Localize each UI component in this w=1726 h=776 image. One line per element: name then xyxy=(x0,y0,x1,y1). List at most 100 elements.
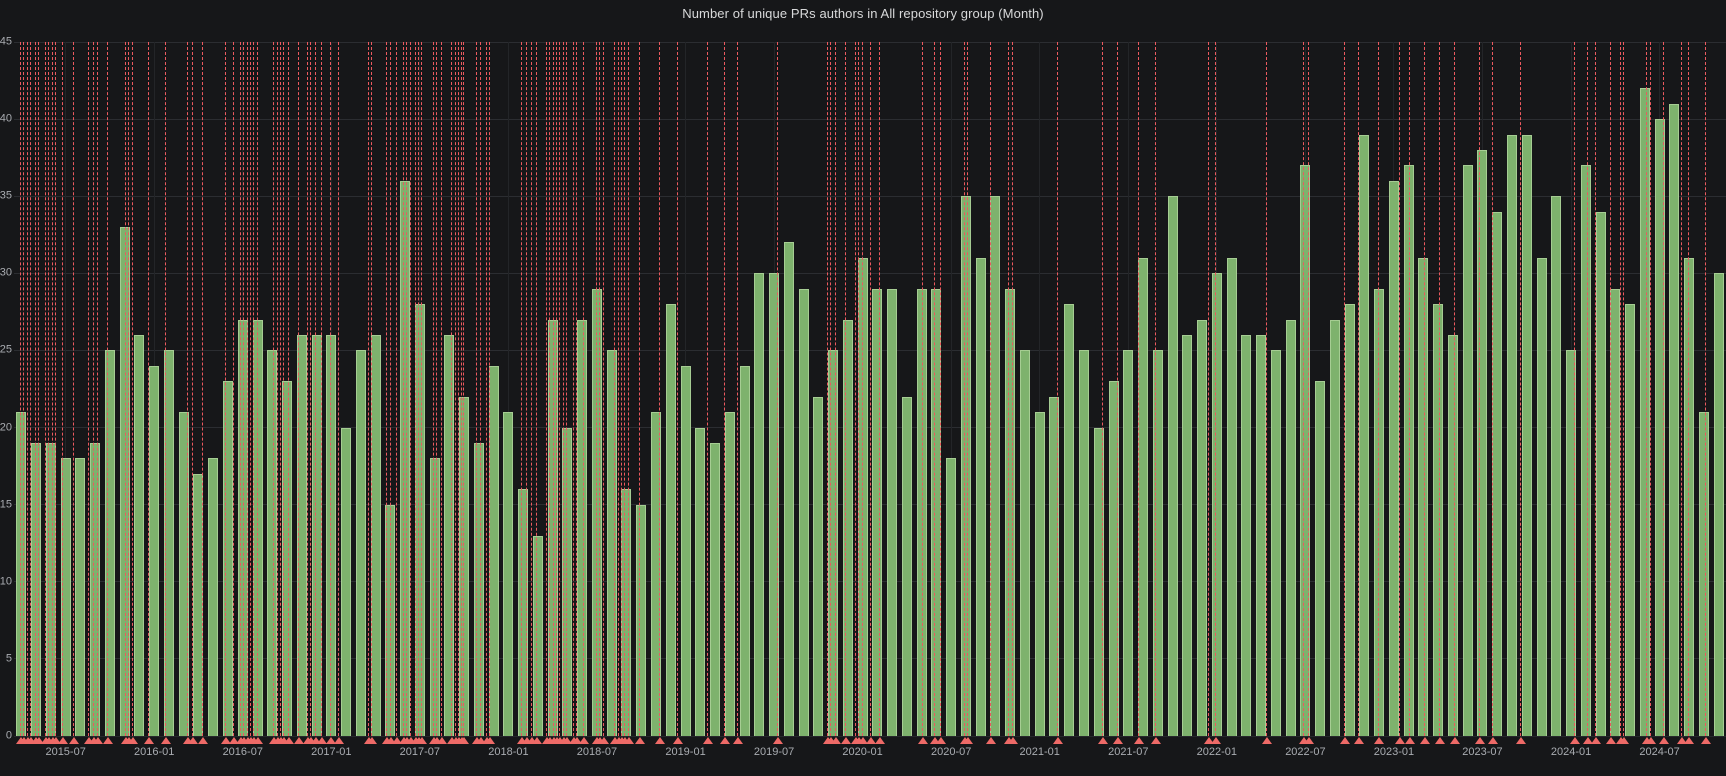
bar-2016-05[interactable] xyxy=(208,458,219,736)
annotation-line-11[interactable] xyxy=(73,42,74,736)
bar-2021-01[interactable] xyxy=(1034,412,1045,736)
annotation-line-29[interactable] xyxy=(250,42,251,736)
annotation-line-86[interactable] xyxy=(621,42,622,736)
annotation-line-49[interactable] xyxy=(403,42,404,736)
annotation-marker-icon[interactable] xyxy=(1700,737,1711,744)
annotation-marker-icon[interactable] xyxy=(1339,737,1350,744)
annotation-marker-icon[interactable] xyxy=(33,737,44,744)
annotation-line-102[interactable] xyxy=(862,42,863,736)
bar-2017-06[interactable] xyxy=(400,181,411,736)
annotation-line-81[interactable] xyxy=(596,42,597,736)
bar-2016-06[interactable] xyxy=(223,381,233,736)
bar-2019-05[interactable] xyxy=(739,366,750,736)
annotation-marker-icon[interactable] xyxy=(197,737,208,744)
bar-2017-10[interactable] xyxy=(459,397,470,736)
annotation-line-82[interactable] xyxy=(599,42,600,736)
annotation-line-5[interactable] xyxy=(38,42,39,736)
annotation-marker-icon[interactable] xyxy=(865,737,876,744)
bar-2015-08[interactable] xyxy=(75,458,86,736)
annotation-line-94[interactable] xyxy=(737,42,738,736)
bar-2019-03[interactable] xyxy=(710,443,721,736)
annotation-marker-icon[interactable] xyxy=(1373,737,1384,744)
bar-2023-07[interactable] xyxy=(1477,150,1488,736)
annotation-line-115[interactable] xyxy=(1117,42,1118,736)
annotation-line-22[interactable] xyxy=(192,42,193,736)
bar-2019-04[interactable] xyxy=(724,412,735,736)
bar-2023-03[interactable] xyxy=(1418,258,1429,736)
annotation-marker-icon[interactable] xyxy=(1582,737,1593,744)
bar-2023-04[interactable] xyxy=(1433,304,1444,736)
bar-2020-05[interactable] xyxy=(916,289,927,736)
annotation-marker-icon[interactable] xyxy=(366,737,377,744)
annotation-line-129[interactable] xyxy=(1439,42,1440,736)
annotation-marker-icon[interactable] xyxy=(416,737,427,744)
bar-2017-11[interactable] xyxy=(473,443,484,736)
bar-2020-09[interactable] xyxy=(975,258,986,736)
annotation-marker-icon[interactable] xyxy=(160,737,171,744)
annotation-line-42[interactable] xyxy=(330,42,331,736)
annotation-marker-icon[interactable] xyxy=(1261,737,1272,744)
annotation-line-112[interactable] xyxy=(1012,42,1013,736)
bar-2015-04[interactable] xyxy=(16,412,27,736)
bar-2021-10[interactable] xyxy=(1167,196,1178,736)
bar-2024-05[interactable] xyxy=(1625,304,1636,736)
bar-2024-06[interactable] xyxy=(1639,88,1650,736)
bar-2023-08[interactable] xyxy=(1492,212,1503,736)
annotation-line-123[interactable] xyxy=(1344,42,1345,736)
annotation-marker-icon[interactable] xyxy=(962,737,973,744)
annotation-line-110[interactable] xyxy=(990,42,991,736)
annotation-line-24[interactable] xyxy=(225,42,226,736)
annotation-line-135[interactable] xyxy=(1587,42,1588,736)
annotation-line-27[interactable] xyxy=(243,42,244,736)
annotation-line-108[interactable] xyxy=(964,42,965,736)
bar-2022-04[interactable] xyxy=(1256,335,1267,736)
annotation-line-34[interactable] xyxy=(280,42,281,736)
bar-2022-11[interactable] xyxy=(1359,135,1370,736)
bar-2022-10[interactable] xyxy=(1344,304,1355,736)
annotation-line-69[interactable] xyxy=(531,42,532,736)
annotation-marker-icon[interactable] xyxy=(623,737,634,744)
annotation-line-117[interactable] xyxy=(1155,42,1156,736)
annotation-line-79[interactable] xyxy=(576,42,577,736)
annotation-marker-icon[interactable] xyxy=(458,737,469,744)
annotation-marker-icon[interactable] xyxy=(874,737,885,744)
annotation-line-120[interactable] xyxy=(1266,42,1267,736)
annotation-line-47[interactable] xyxy=(390,42,391,736)
annotation-line-105[interactable] xyxy=(922,42,923,736)
annotation-marker-icon[interactable] xyxy=(634,737,645,744)
annotation-marker-icon[interactable] xyxy=(1658,737,1669,744)
annotation-line-65[interactable] xyxy=(486,42,487,736)
annotation-marker-icon[interactable] xyxy=(50,737,61,744)
annotation-marker-icon[interactable] xyxy=(732,737,743,744)
annotation-line-15[interactable] xyxy=(107,42,108,736)
bar-2023-12[interactable] xyxy=(1551,196,1562,736)
bar-2021-11[interactable] xyxy=(1182,335,1193,736)
annotation-marker-icon[interactable] xyxy=(571,737,582,744)
annotation-marker-icon[interactable] xyxy=(475,737,486,744)
annotation-line-103[interactable] xyxy=(870,42,871,736)
annotation-line-52[interactable] xyxy=(415,42,416,736)
annotation-marker-icon[interactable] xyxy=(283,737,294,744)
annotation-line-98[interactable] xyxy=(835,42,836,736)
annotation-line-122[interactable] xyxy=(1308,42,1309,736)
bar-2022-06[interactable] xyxy=(1285,320,1296,736)
annotation-line-96[interactable] xyxy=(827,42,828,736)
annotation-marker-icon[interactable] xyxy=(127,737,138,744)
annotation-line-48[interactable] xyxy=(396,42,397,736)
annotation-marker-icon[interactable] xyxy=(935,737,946,744)
annotation-line-56[interactable] xyxy=(436,42,437,736)
annotation-line-72[interactable] xyxy=(549,42,550,736)
annotation-line-13[interactable] xyxy=(93,42,94,736)
bar-2022-02[interactable] xyxy=(1226,258,1237,736)
annotation-line-4[interactable] xyxy=(35,42,36,736)
annotation-line-62[interactable] xyxy=(463,42,464,736)
annotation-line-57[interactable] xyxy=(441,42,442,736)
bar-2017-02[interactable] xyxy=(341,428,352,736)
annotation-marker-icon[interactable] xyxy=(719,737,730,744)
annotation-line-75[interactable] xyxy=(559,42,560,736)
annotation-marker-icon[interactable] xyxy=(92,737,103,744)
annotation-line-91[interactable] xyxy=(677,42,678,736)
annotation-line-54[interactable] xyxy=(421,42,422,736)
annotation-line-18[interactable] xyxy=(132,42,133,736)
annotation-line-59[interactable] xyxy=(455,42,456,736)
